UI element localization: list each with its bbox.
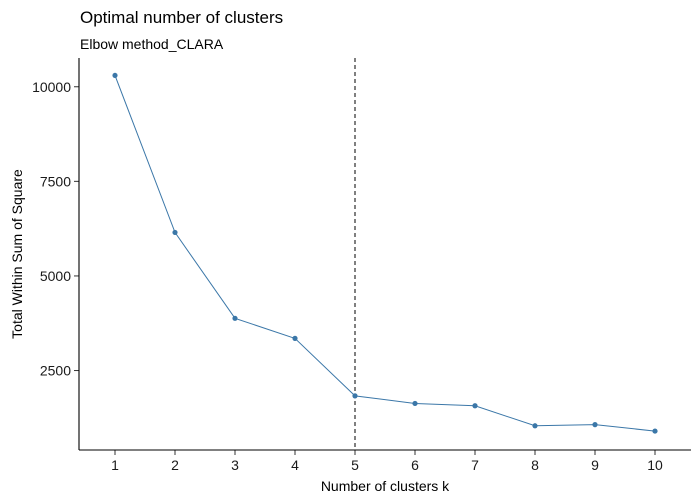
x-tick-label: 10 [647, 457, 663, 473]
x-tick-label: 1 [111, 457, 119, 473]
y-tick-label: 5000 [40, 268, 71, 284]
y-tick-label: 2500 [40, 363, 71, 379]
data-point [292, 335, 298, 341]
x-axis-title: Number of clusters k [321, 478, 450, 494]
data-point [352, 393, 358, 399]
data-point [112, 72, 118, 79]
data-point [652, 428, 658, 434]
x-tick-label: 5 [351, 457, 359, 473]
y-axis-ticks: 2500 5000 7500 10000 [32, 79, 79, 379]
y-tick-label: 10000 [32, 79, 71, 95]
x-tick-label: 4 [291, 457, 299, 473]
x-tick-label: 3 [231, 457, 239, 473]
data-point [172, 229, 178, 236]
chart-subtitle: Elbow method_CLARA [80, 36, 224, 52]
x-tick-label: 8 [531, 457, 539, 473]
data-point [472, 403, 478, 409]
data-point [532, 423, 538, 429]
y-axis-title: Total Within Sum of Square [9, 169, 25, 339]
x-tick-label: 7 [471, 457, 479, 473]
chart-title: Optimal number of clusters [80, 8, 283, 27]
x-tick-label: 6 [411, 457, 419, 473]
data-point [232, 315, 238, 321]
data-points [112, 72, 658, 434]
y-tick-label: 7500 [40, 173, 71, 189]
x-axis-ticks: 1 2 3 4 5 6 7 8 9 10 [111, 450, 663, 473]
plot-area: 2500 5000 7500 10000 1 2 3 4 5 6 7 8 9 10 [32, 58, 691, 473]
data-point [592, 422, 598, 428]
x-tick-label: 2 [171, 457, 179, 473]
x-tick-label: 9 [591, 457, 599, 473]
data-point [412, 400, 418, 407]
series-line [114, 75, 656, 432]
